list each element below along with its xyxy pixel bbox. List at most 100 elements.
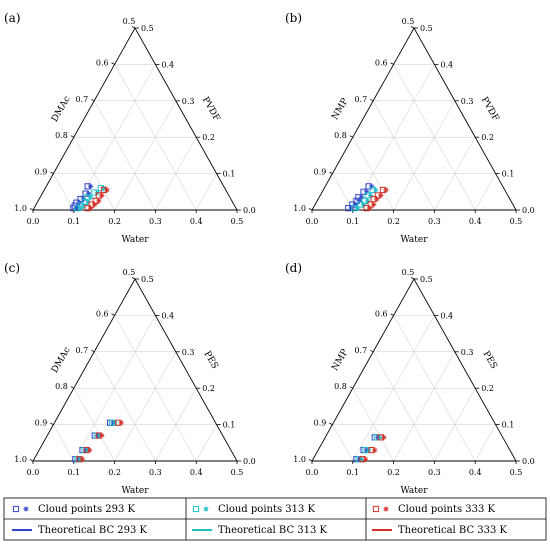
tick-mark [50, 171, 54, 174]
cloud-point-star [373, 187, 379, 193]
cloud-point-star [88, 183, 94, 189]
grid-line [332, 424, 354, 462]
tick-mark [410, 277, 415, 280]
tick-mark [70, 135, 74, 138]
left-tick-label: 0.7 [75, 95, 88, 104]
tick-mark [91, 349, 95, 353]
cloud-point-star [383, 187, 389, 193]
left-tick-label: 0.5 [123, 268, 136, 277]
cloud-point-star [354, 205, 360, 211]
tick-mark [390, 313, 394, 316]
left-tick-label: 0.8 [55, 131, 68, 140]
tick-mark [349, 135, 353, 138]
bottom-tick-label: 0.2 [108, 217, 121, 226]
right-tick-label: 0.4 [440, 60, 453, 69]
grid-line [474, 173, 496, 211]
right-tick-label: 0.2 [202, 384, 215, 393]
legend-star-marker [383, 506, 389, 512]
bottom-tick-label: 0.4 [190, 468, 203, 477]
ternary-frame [32, 27, 238, 211]
tick-mark [410, 26, 415, 29]
left-tick-label: 0.8 [55, 382, 68, 391]
left-tick-label: 1.0 [14, 204, 27, 213]
left-axis-title: DMAc [50, 346, 73, 375]
left-tick-label: 0.6 [96, 309, 109, 318]
cloud-point-star [364, 198, 371, 204]
ternary-frame [311, 27, 517, 211]
cloud-point-star [368, 192, 374, 199]
ternary-panel: 0.0 0.1 0.2 0.3 0.4 0.5 0.0 0.1 0.2 0.3 0.4 0.5 0.5 0… [285, 261, 535, 496]
left-tick-label: 0.9 [314, 419, 327, 428]
grid-line [372, 100, 435, 211]
right-tick-label: 0.5 [420, 24, 433, 33]
cloud-point-star [104, 187, 110, 193]
tick-mark [111, 313, 115, 316]
grid-line [352, 388, 394, 462]
cloud-point-star [118, 420, 124, 426]
right-axis-title: PES [202, 350, 220, 371]
cloud-point-star [99, 432, 105, 439]
tick-mark [131, 26, 136, 29]
ternary-frame [32, 278, 238, 462]
grid-line [93, 100, 156, 211]
panel-label: (b) [285, 11, 302, 25]
bottom-tick-label: 0.4 [190, 217, 203, 226]
right-tick-label: 0.4 [161, 311, 174, 320]
bottom-tick-label: 0.0 [306, 468, 319, 477]
bottom-tick-label: 0.4 [469, 468, 482, 477]
right-tick-label: 0.3 [182, 348, 195, 357]
legend-star-marker [203, 506, 209, 512]
tick-mark [70, 386, 74, 389]
bottom-tick-label: 0.1 [346, 468, 359, 477]
right-tick-label: 0.1 [223, 421, 236, 430]
grid-line [393, 315, 476, 462]
ternary-panel: 0.0 0.1 0.2 0.3 0.4 0.5 0.0 0.1 0.2 0.3 0.4 0.5 0.5 0… [4, 261, 256, 496]
bottom-axis-title: Water [121, 486, 149, 496]
grid-line [73, 137, 115, 211]
legend: Cloud points 293 K Theoretical BC 293 K Cl… [3, 497, 547, 541]
left-tick-label: 0.8 [334, 131, 347, 140]
bottom-axis-title: Water [400, 235, 428, 245]
ternary-panel: 0.0 0.1 0.2 0.3 0.4 0.5 0.0 0.1 0.2 0.3 0.4 0.5 0.5 0… [4, 11, 256, 245]
cloud-point-star [86, 447, 93, 453]
tick-mark [91, 98, 95, 102]
grid-line [114, 64, 197, 211]
ternary-panel: 0.0 0.1 0.2 0.3 0.4 0.5 0.0 0.1 0.2 0.3 0.4 0.5 0.5 0… [285, 11, 535, 245]
right-tick-label: 0.3 [461, 97, 474, 106]
left-tick-label: 0.5 [402, 268, 415, 277]
left-tick-label: 0.9 [314, 168, 327, 177]
left-tick-label: 1.0 [293, 204, 306, 213]
bottom-tick-label: 0.3 [149, 468, 162, 477]
left-axis-title: NMP [330, 97, 350, 122]
bottom-tick-label: 0.1 [67, 468, 80, 477]
legend-bc-label: Theoretical BC 333 K [398, 525, 508, 536]
bottom-tick-label: 0.1 [67, 217, 80, 226]
right-tick-label: 0.1 [502, 421, 515, 430]
grid-line [372, 351, 435, 462]
cloud-point-star [365, 447, 372, 453]
right-tick-label: 0.0 [522, 457, 535, 466]
left-tick-label: 1.0 [14, 455, 27, 464]
panel-label: (c) [4, 261, 20, 275]
cloud-point-star [79, 456, 86, 462]
tick-mark [29, 208, 34, 211]
right-tick-label: 0.0 [243, 457, 256, 466]
bottom-tick-label: 0.2 [108, 468, 121, 477]
cloud-point-star [371, 201, 377, 208]
right-tick-label: 0.0 [522, 206, 535, 215]
bottom-tick-label: 0.5 [231, 217, 244, 226]
tick-mark [329, 171, 333, 174]
tick-mark [308, 208, 313, 211]
tick-mark [349, 386, 353, 389]
cloud-point-star [96, 198, 102, 204]
right-tick-label: 0.2 [202, 133, 215, 142]
grid-line [474, 424, 496, 462]
bottom-tick-label: 0.0 [27, 468, 40, 477]
grid-line [114, 315, 197, 462]
tick-mark [131, 277, 136, 280]
legend-cloud-label: Cloud points 333 K [398, 504, 496, 515]
right-tick-label: 0.4 [161, 60, 174, 69]
cloud-point-star [99, 192, 105, 199]
right-tick-label: 0.2 [481, 133, 494, 142]
right-tick-label: 0.1 [223, 170, 236, 179]
